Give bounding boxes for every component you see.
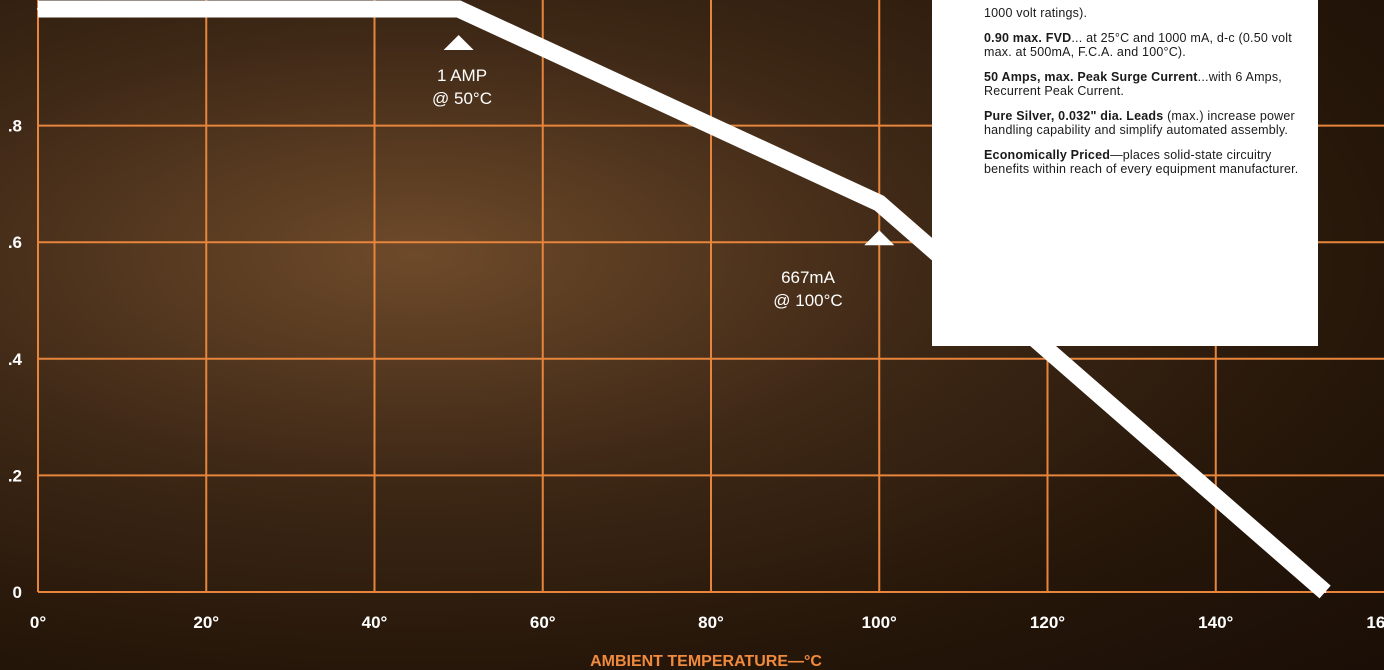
x-tick-label: 20° (193, 613, 219, 632)
spec-p0: 1000 volt ratings). (984, 6, 1088, 20)
x-tick-label: 60° (530, 613, 556, 632)
y-tick-label: .2 (8, 466, 22, 485)
spec-p4-bold: Economically Priced (984, 148, 1111, 162)
spec-p2: 50 Amps, max. Peak Surge Current...with … (984, 70, 1304, 98)
x-tick-label: 120° (1030, 613, 1065, 632)
x-tick-label: 40° (362, 613, 388, 632)
annotation-marker-icon (864, 230, 895, 246)
x-tick-label: 100° (862, 613, 897, 632)
spec-p4: Economically Priced—places solid-state c… (984, 148, 1304, 176)
y-tick-label: .8 (8, 117, 22, 136)
spec-p2-text: ...with 6 Amps, Recurrent Peak Current. (984, 70, 1282, 98)
callout-1amp-line1: 1 AMP (436, 66, 488, 85)
callout-667ma-line1: 667mA (781, 268, 835, 287)
spec-p4-text: —places solid-state circuitry benefits w… (984, 148, 1299, 176)
data-point (878, 202, 881, 205)
callout-1amp-line2: @ 50°C (432, 89, 492, 108)
spec-p3: Pure Silver, 0.032" dia. Leads (max.) in… (984, 109, 1304, 137)
x-tick-label: 160° (1366, 613, 1384, 632)
spec-p1-bold: 0.90 max. FVD (984, 31, 1072, 45)
spec-p3-text: (max.) increase power handling capabilit… (984, 109, 1295, 137)
callout-1amp: 1 AMP @ 50°C (400, 64, 524, 110)
callout-667ma-line2: @ 100°C (773, 291, 843, 310)
series-curve (38, 0, 1331, 599)
x-axis-title: AMBIENT TEMPERATURE—°C (590, 653, 822, 670)
y-tick-label: .6 (8, 233, 22, 252)
spec-p1-text: ... at 25°C and 1000 mA, d-c (0.50 volt … (984, 31, 1292, 59)
y-tick-label: 0 (13, 583, 22, 602)
x-tick-label: 140° (1198, 613, 1233, 632)
x-tick-label: 80° (698, 613, 724, 632)
callout-667ma: 667mA @ 100°C (746, 266, 870, 312)
data-point (1324, 591, 1327, 593)
spec-p1: 0.90 max. FVD... at 25°C and 1000 mA, d-… (984, 31, 1304, 59)
spec-p3-bold: Pure Silver, 0.032" dia. Leads (984, 109, 1164, 123)
data-point (457, 8, 460, 10)
spec-p2-bold: 50 Amps, max. Peak Surge Current (984, 70, 1198, 84)
x-tick-label: 0° (30, 613, 46, 632)
annotation-marker-icon (443, 35, 474, 50)
data-point (37, 8, 39, 10)
y-tick-label: .4 (8, 350, 23, 369)
spec-panel: 1000 volt ratings). 0.90 max. FVD... at … (932, 0, 1318, 346)
